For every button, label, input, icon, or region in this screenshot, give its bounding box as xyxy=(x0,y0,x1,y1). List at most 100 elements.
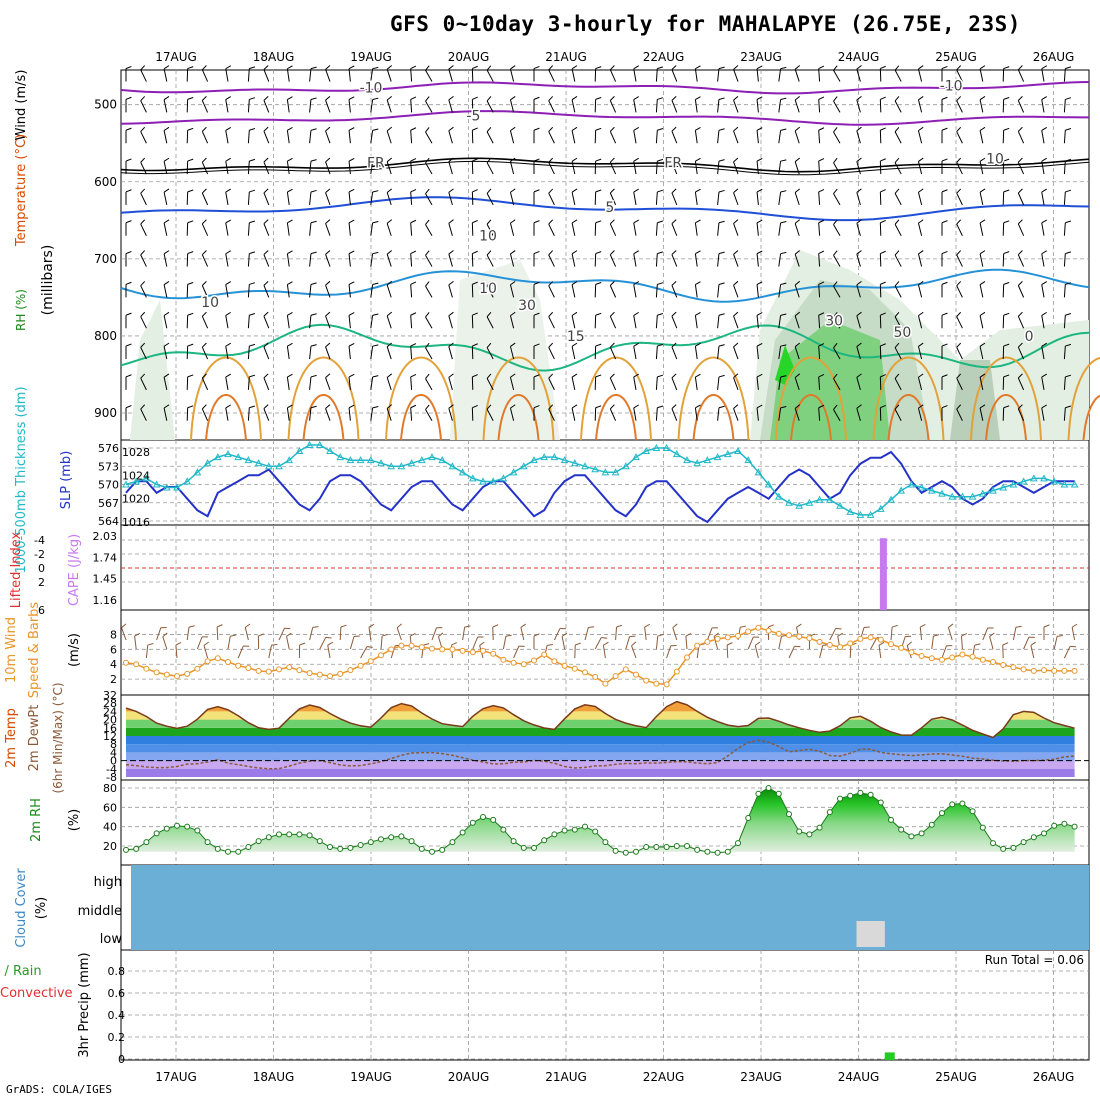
wind-barb xyxy=(386,157,393,163)
wind-barb xyxy=(247,130,250,144)
wind-speed-point xyxy=(592,673,599,680)
temp-contour-10 xyxy=(120,268,1090,303)
wind-barb xyxy=(694,99,698,113)
wind-tick: 4 xyxy=(110,658,117,671)
wind-barb xyxy=(609,161,617,175)
thickness-point xyxy=(662,443,671,451)
rh-point xyxy=(367,839,374,846)
wind-barb xyxy=(425,100,433,113)
wind-barb xyxy=(718,189,725,193)
contour-label: FR xyxy=(367,155,385,171)
wind-barb xyxy=(818,404,825,409)
temp-contour-minus10 xyxy=(120,81,1090,95)
wind-barb xyxy=(278,628,285,641)
wind-barb xyxy=(918,404,924,409)
wind-barb xyxy=(794,130,800,144)
wind-barb xyxy=(325,342,331,348)
wind-barb xyxy=(348,342,355,347)
wind-barb xyxy=(616,624,623,628)
cape-tick: 1.16 xyxy=(93,594,118,607)
wind-barb xyxy=(818,99,821,113)
wind-barb xyxy=(666,645,672,659)
contour-label: 15 xyxy=(567,329,585,345)
wind-barb xyxy=(425,404,430,410)
wind-barb xyxy=(163,126,170,131)
wind-barb xyxy=(1017,65,1023,71)
wind-barb xyxy=(247,284,250,298)
wind-barb xyxy=(756,404,763,409)
rh-point xyxy=(316,838,323,845)
rh-tick: 80 xyxy=(103,782,117,795)
wind-barb xyxy=(448,157,454,162)
wind-barb xyxy=(671,315,678,329)
wind-barb xyxy=(756,158,763,162)
wind-barb xyxy=(733,280,739,286)
wind-barb xyxy=(631,645,637,659)
wind-barb xyxy=(339,626,342,641)
wind-barb xyxy=(671,346,678,360)
rh-point xyxy=(184,823,191,830)
wind-barb xyxy=(479,641,485,646)
wind-barb xyxy=(1003,189,1010,193)
temp-bands xyxy=(126,701,1075,777)
wind-barb xyxy=(225,373,232,378)
wind-barb xyxy=(548,347,555,360)
rh2m-unit-label: (%) xyxy=(67,809,82,832)
wind-barb xyxy=(366,646,373,648)
wind-barb xyxy=(140,100,147,113)
wind-barb xyxy=(513,645,520,659)
wind-barb xyxy=(263,157,269,163)
wind-barb xyxy=(717,99,720,113)
wind-barb xyxy=(733,219,739,224)
wind-barb xyxy=(286,315,290,329)
wind-barb xyxy=(263,373,269,379)
wind-barb xyxy=(633,96,640,101)
wind-barb xyxy=(956,250,962,256)
wind-barb xyxy=(870,637,878,650)
wind-barb xyxy=(833,70,841,82)
wind-barb xyxy=(533,65,540,70)
date-label-bottom: 26AUG xyxy=(1033,1070,1075,1084)
wind-barb xyxy=(263,69,270,82)
wind-barb xyxy=(918,342,924,347)
rh-point xyxy=(571,826,578,833)
wind-barb xyxy=(448,253,453,267)
wind-barb xyxy=(448,315,453,329)
wind-barb xyxy=(448,250,454,255)
wind-barb xyxy=(1012,627,1017,641)
wind-barb xyxy=(372,251,379,255)
wind-barb xyxy=(325,636,332,639)
wind-barb xyxy=(509,130,515,144)
temp-contour-20 xyxy=(287,356,360,441)
wind-barb xyxy=(931,636,934,650)
rh-point xyxy=(704,848,711,855)
wind-barb xyxy=(780,282,787,285)
rh-point xyxy=(939,810,945,817)
wind-barb xyxy=(263,250,269,255)
wind-barb xyxy=(571,253,576,267)
wind-barb xyxy=(818,312,825,316)
rh-area xyxy=(126,788,1075,853)
wind-barb xyxy=(486,188,492,194)
wind-barb xyxy=(140,157,146,163)
wind-barb xyxy=(1017,192,1025,206)
temp-contour-20 xyxy=(482,356,555,441)
wind-barb xyxy=(386,126,393,132)
rh-point xyxy=(388,834,395,841)
wind-barb xyxy=(227,636,231,650)
rh-point xyxy=(786,811,792,818)
wind-barb xyxy=(588,626,595,628)
wind-speed-point xyxy=(684,654,690,661)
wind-speed-point xyxy=(867,634,874,641)
wind-barb xyxy=(756,253,759,267)
rh-point xyxy=(622,849,629,856)
temp-tick: 16 xyxy=(103,722,117,735)
wind-barb xyxy=(671,254,678,267)
precip-tick: 0 xyxy=(118,1053,125,1066)
temp-minmax-label: (6hr Min/Max) (°C) xyxy=(51,682,65,793)
wind-speed-point xyxy=(816,638,823,645)
wind-barb xyxy=(203,645,209,659)
wind-barb xyxy=(486,409,494,421)
thickness-point xyxy=(173,483,181,491)
wind-barb xyxy=(486,69,494,82)
